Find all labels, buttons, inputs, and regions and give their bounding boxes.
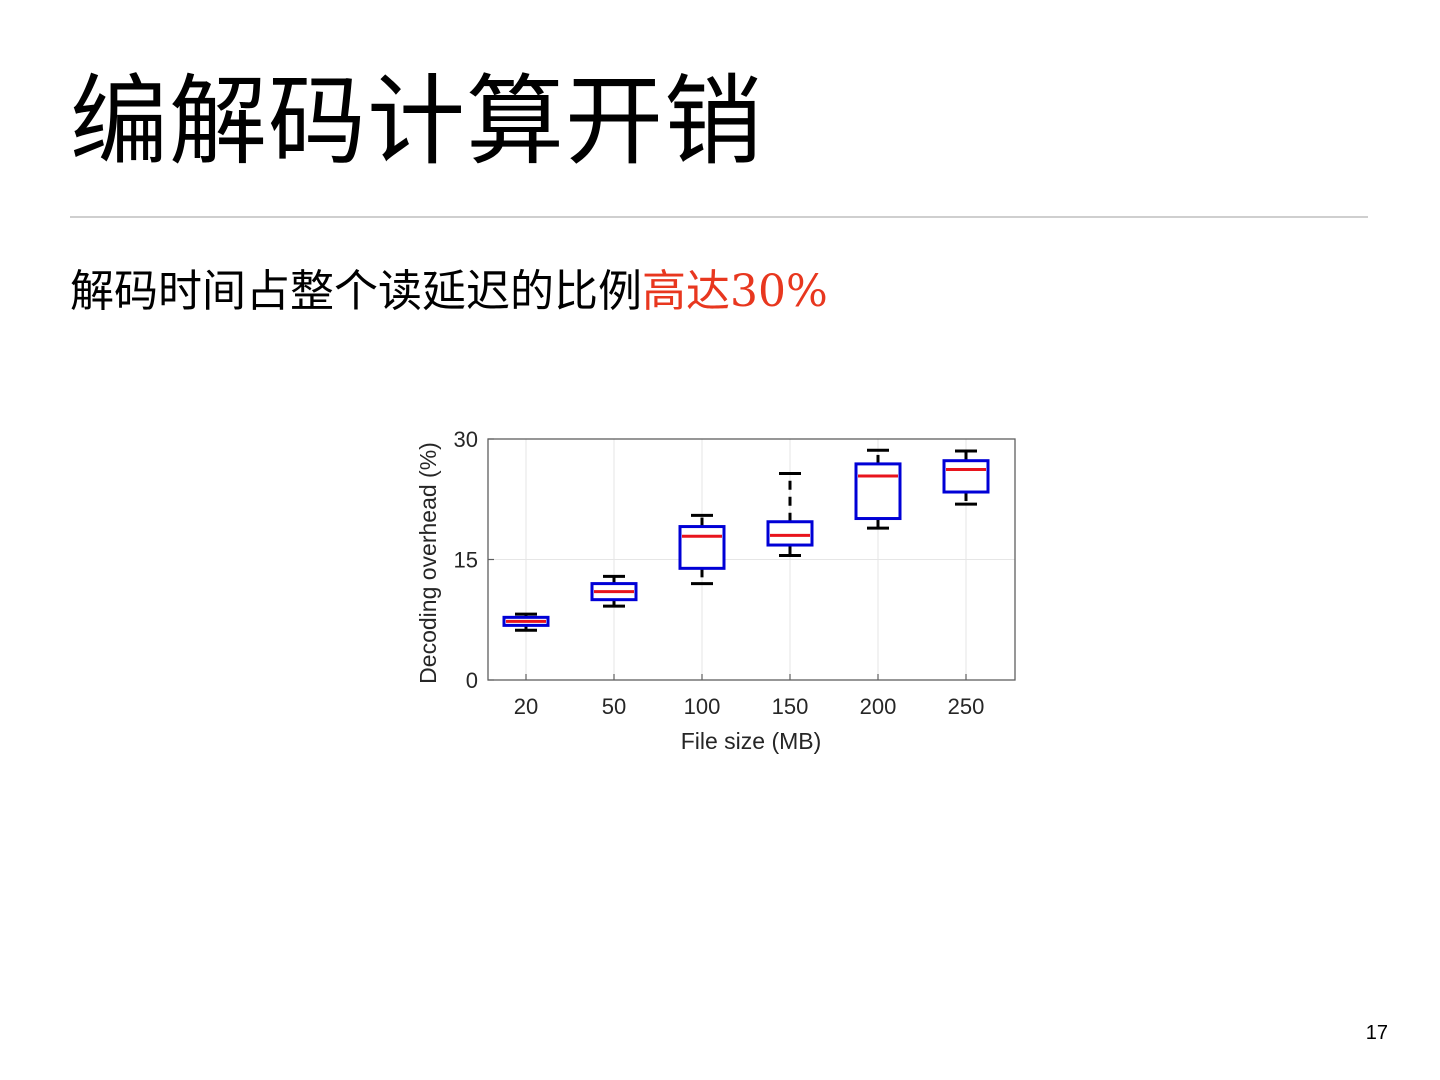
page-number: 17: [1365, 1022, 1388, 1044]
x-tick-label: 200: [860, 694, 897, 719]
subtitle-value-text: 30%: [730, 266, 828, 317]
y-axis-ticks: 0 15 30: [454, 427, 494, 693]
box-250: [942, 449, 990, 506]
subtitle-main-text: 解码时间占整个读延迟的比例: [70, 266, 642, 317]
x-tick-label: 250: [948, 694, 985, 719]
title-divider: [70, 216, 1368, 218]
x-tick-label: 20: [514, 694, 538, 719]
y-tick-label: 0: [466, 668, 478, 693]
box-200: [854, 448, 902, 530]
x-tick-label: 150: [772, 694, 809, 719]
y-tick-label: 15: [454, 548, 478, 573]
iqr-box: [942, 459, 990, 494]
x-tick-label: 50: [602, 694, 626, 719]
x-axis-label: File size (MB): [681, 728, 822, 754]
decoding-overhead-boxplot: 0 15 30 20 50 100 150 200 250 File size (MB) De…: [400, 410, 1040, 770]
boxplot-svg: 0 15 30 20 50 100 150 200 250 File size (MB) De…: [415, 427, 1016, 754]
box-20: [502, 612, 550, 632]
iqr-box: [766, 520, 814, 547]
box-series: [502, 448, 990, 632]
slide-subtitle: 解码时间占整个读延迟的比例高达30%: [70, 262, 828, 322]
box-100: [678, 513, 726, 586]
iqr-box: [678, 525, 726, 570]
y-axis-label: Decoding overhead (%): [415, 442, 441, 684]
x-axis-ticks: 20 50 100 150 200 250: [514, 674, 985, 719]
box-150: [766, 472, 814, 557]
x-tick-label: 100: [684, 694, 721, 719]
slide-title: 编解码计算开销: [70, 65, 764, 179]
y-tick-label: 30: [454, 427, 478, 452]
subtitle-highlight-text: 高达: [642, 266, 730, 317]
iqr-box: [854, 462, 902, 521]
box-50: [590, 574, 638, 608]
grid-lines: [488, 438, 1015, 681]
